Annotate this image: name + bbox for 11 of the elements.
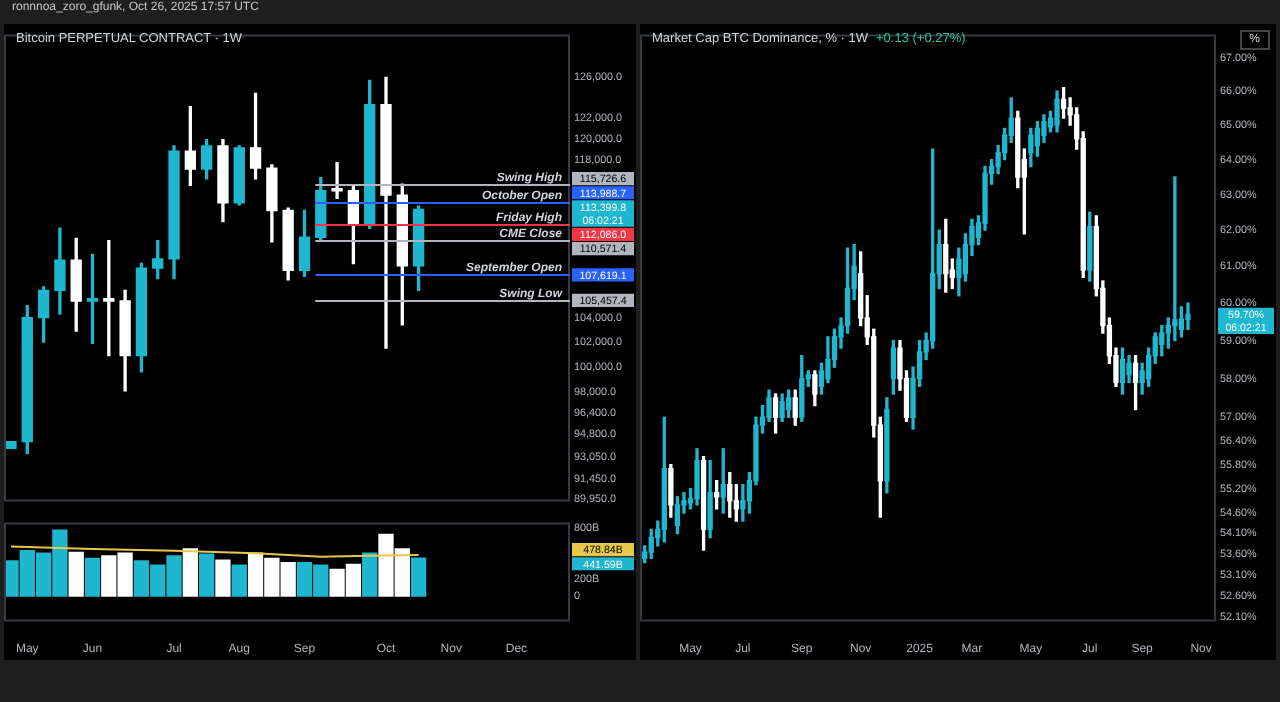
candlestick: [1172, 176, 1178, 342]
candlestick: [331, 162, 343, 200]
bar: [182, 548, 198, 597]
bar: [362, 552, 378, 597]
candlestick: [1185, 302, 1191, 330]
bar: [198, 553, 215, 597]
bar: [410, 557, 427, 597]
bar: [84, 557, 101, 597]
bar: [231, 564, 247, 597]
bar: [215, 559, 231, 597]
bar: [68, 551, 84, 597]
